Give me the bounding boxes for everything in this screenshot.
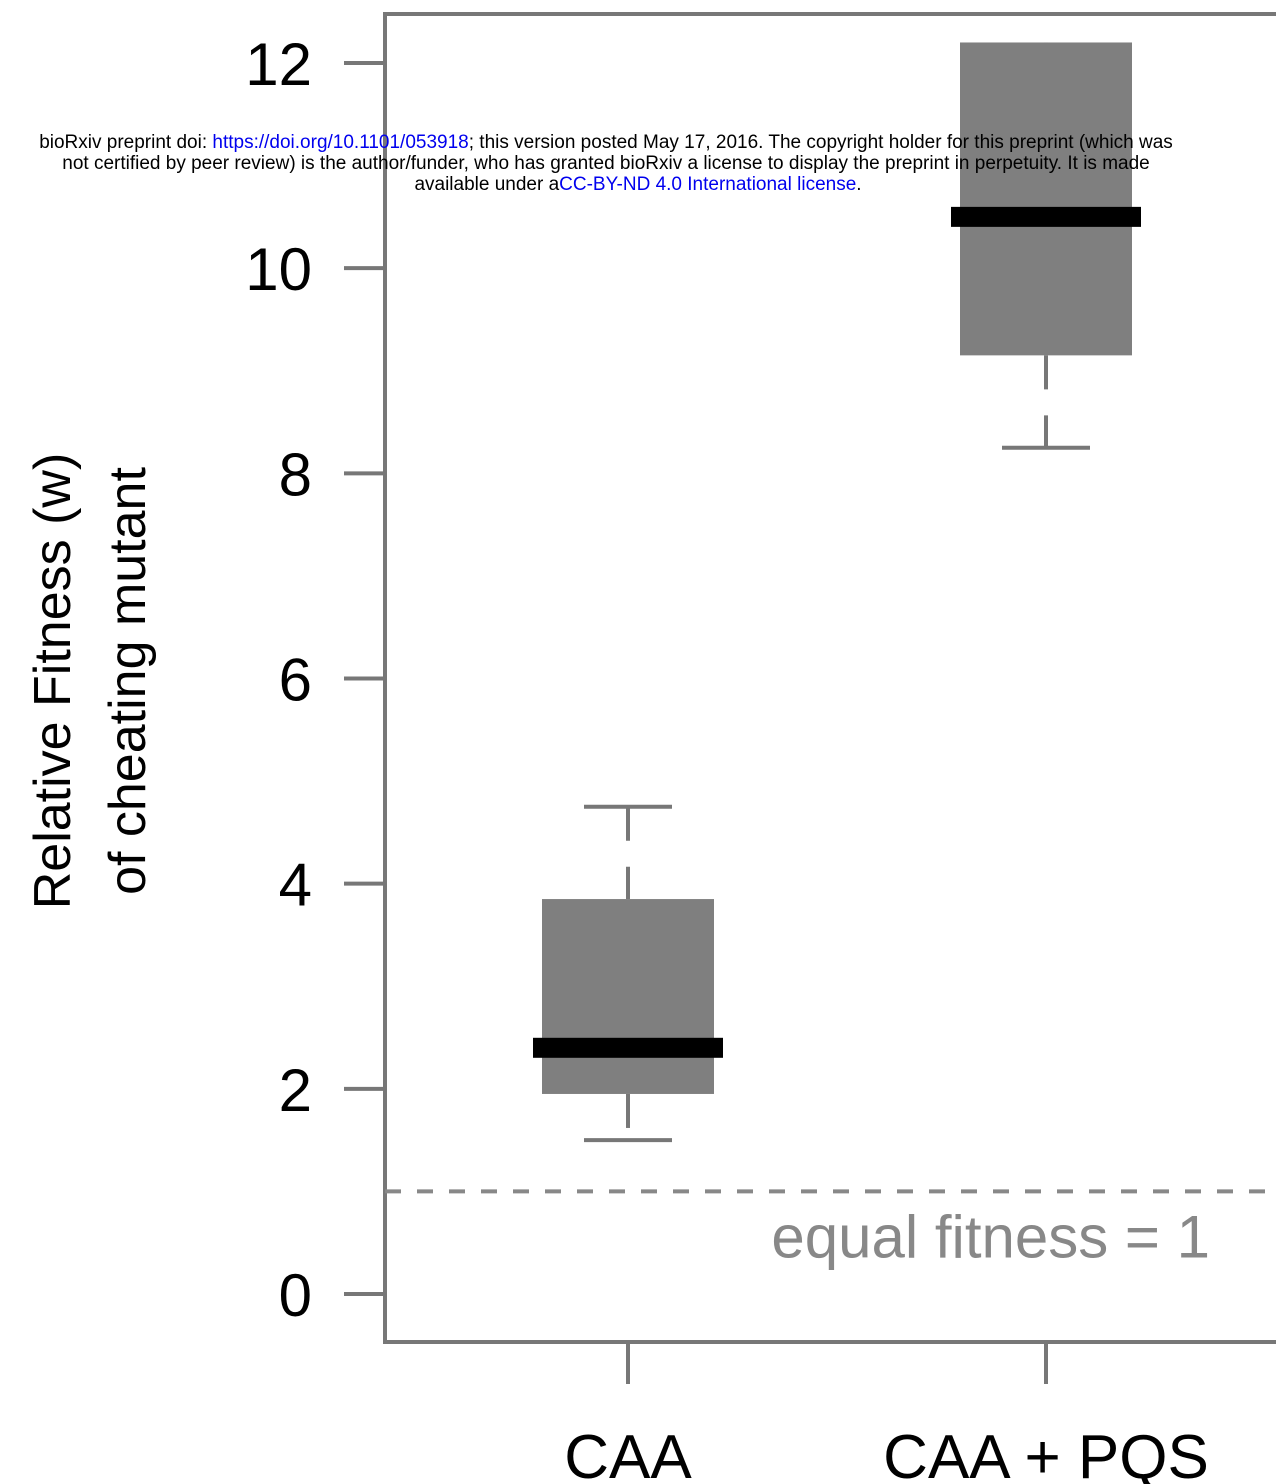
- banner-line3-suffix: .: [856, 174, 862, 195]
- preprint-banner: bioRxiv preprint doi: https://doi.org/10…: [0, 132, 1276, 195]
- y-tick-label: 6: [279, 647, 312, 714]
- box-1: [533, 804, 723, 1143]
- y-tick-label: 8: [279, 441, 312, 508]
- license-link[interactable]: CC-BY-ND 4.0 International license: [559, 174, 857, 195]
- median-bar: [951, 206, 1141, 227]
- banner-line-2: not certified by peer review) is the aut…: [62, 153, 1150, 174]
- banner-line-3: available under aCC-BY-ND 4.0 Internatio…: [0, 174, 1276, 195]
- y-tick-label: 2: [279, 1057, 312, 1124]
- x-tick-label: CAA + PQS: [883, 1423, 1209, 1484]
- y-tick-label: 0: [279, 1262, 312, 1329]
- median-bar: [533, 1037, 723, 1058]
- axes: 0 2 4 6 8 10 12 CAA CAA + PQS: [245, 12, 1276, 1484]
- y-tick-label: 10: [245, 236, 312, 303]
- boxes: [533, 42, 1141, 1143]
- y-axis-label-line2: of cheating mutant: [99, 467, 157, 895]
- banner-line-1: bioRxiv preprint doi: https://doi.org/10…: [0, 132, 1276, 153]
- x-tick-label: CAA: [564, 1423, 692, 1484]
- y-tick-label: 4: [279, 852, 312, 919]
- banner-line3-prefix: available under a: [414, 174, 560, 195]
- y-axis-label-line1: Relative Fitness (w): [24, 453, 82, 910]
- box-2: [951, 42, 1141, 450]
- plot-frame: [383, 12, 1276, 1344]
- y-tick-label: 12: [245, 31, 312, 98]
- box-iqr: [542, 899, 714, 1094]
- doi-link[interactable]: https://doi.org/10.1101/053918: [212, 132, 469, 153]
- banner-line1-suffix: ; this version posted May 17, 2016. The …: [468, 132, 1173, 153]
- reference-line-label: equal fitness = 1: [771, 1203, 1210, 1270]
- box-iqr: [960, 42, 1132, 356]
- banner-line1-prefix: bioRxiv preprint doi:: [39, 132, 213, 153]
- reference-line-group: equal fitness = 1: [385, 1189, 1276, 1270]
